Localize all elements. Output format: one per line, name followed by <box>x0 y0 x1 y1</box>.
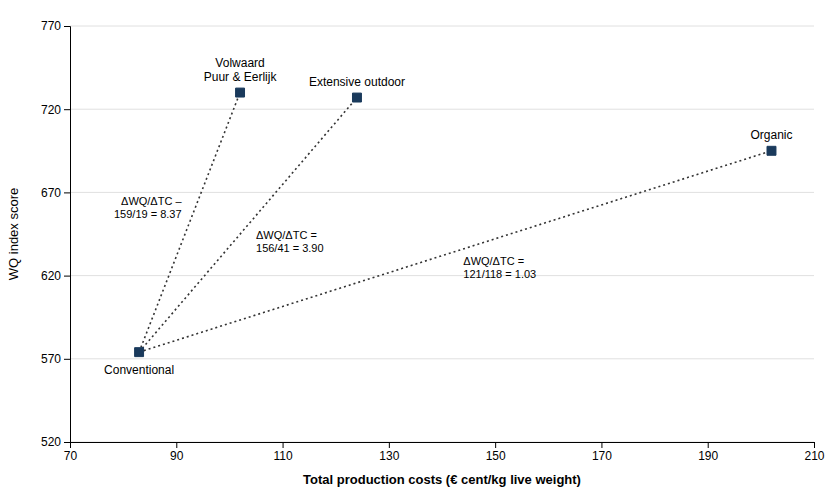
y-axis-tick-mark <box>64 26 70 27</box>
point <box>767 146 776 155</box>
grid-line <box>70 192 814 193</box>
grid-line <box>70 109 814 110</box>
y-axis-line <box>64 27 71 443</box>
y-axis-tick-label: 670 <box>41 186 61 200</box>
point-label: Conventional <box>104 363 174 377</box>
segment <box>139 98 357 353</box>
x-axis-tick: 170 <box>592 442 612 463</box>
y-axis-tick-label: 770 <box>41 19 61 33</box>
point <box>352 93 361 102</box>
y-axis-tick-mark <box>64 276 70 277</box>
point-label: Organic <box>750 128 792 142</box>
y-axis-tick: 720 <box>41 103 70 117</box>
y-axis-tick-mark <box>64 109 70 110</box>
x-axis-tick-label: 170 <box>592 449 612 463</box>
x-axis-tick: 150 <box>486 442 506 463</box>
y-axis-tick: 670 <box>41 186 70 200</box>
y-axis-tick-mark <box>64 192 70 193</box>
x-axis-tick-label: 110 <box>274 449 293 463</box>
x-axis-tick-mark <box>176 442 177 448</box>
point-label: VolwaardPuur & Eerlijk <box>204 56 278 84</box>
x-axis-line <box>71 443 815 449</box>
y-axis-tick: 620 <box>41 269 70 283</box>
x-axis-tick: 70 <box>64 442 78 463</box>
grid-line <box>70 26 814 27</box>
x-axis-title: Total production costs (€ cent/kg live w… <box>303 472 581 487</box>
y-axis-tick-mark <box>64 359 70 360</box>
marks <box>135 88 776 357</box>
y-axis-tick: 770 <box>41 19 70 33</box>
y-axis-tick-label: 720 <box>41 103 61 117</box>
x-axis-tick: 190 <box>698 442 718 463</box>
plot: 70 90 110 130 150 170 190 210 520 570 620 670 720 770… <box>41 19 825 462</box>
y-axis-title: WQ index score <box>6 188 21 280</box>
labels: Conventional VolwaardPuur & Eerlijk Extens… <box>104 56 792 378</box>
x-axis-tick-mark <box>814 442 815 448</box>
point-label: Extensive outdoor <box>309 75 405 89</box>
x-axis-tick: 130 <box>379 442 399 463</box>
x-axis-tick-mark <box>708 442 709 448</box>
x-axis-tick-label: 70 <box>64 449 78 463</box>
grid-line <box>70 275 814 276</box>
x-axis-tick-mark <box>283 442 284 448</box>
point <box>135 348 144 357</box>
x-axis-tick-label: 210 <box>804 449 824 463</box>
annotation: ΔWQ/ΔTC –159/19 = 8.37 <box>114 195 182 220</box>
x-axis-tick-mark <box>601 442 602 448</box>
x-axis-tick-label: 130 <box>379 449 399 463</box>
segment <box>139 151 771 352</box>
y-axis-tick-label: 520 <box>41 435 61 449</box>
y-axis-tick: 520 <box>41 435 70 449</box>
x-axis-tick: 90 <box>170 442 184 463</box>
x-axis-tick-label: 190 <box>698 449 718 463</box>
grid-line <box>70 358 814 359</box>
x-axis: 70 90 110 130 150 170 190 210 <box>64 442 825 463</box>
segment <box>139 93 240 353</box>
x-axis-tick-mark <box>495 442 496 448</box>
point <box>236 88 245 97</box>
annotation: ΔWQ/ΔTC =156/41 = 3.90 <box>256 229 324 254</box>
y-axis: 520 570 620 670 720 770 <box>41 19 71 449</box>
annotation: ΔWQ/ΔTC =121/118 = 1.03 <box>463 255 536 280</box>
y-axis-tick-label: 620 <box>41 269 61 283</box>
x-axis-tick: 210 <box>804 442 824 463</box>
x-axis-tick: 110 <box>274 442 293 463</box>
x-axis-tick-label: 150 <box>486 449 506 463</box>
y-axis-tick: 570 <box>41 352 70 366</box>
grid <box>70 26 814 442</box>
y-axis-tick-mark <box>64 442 70 443</box>
x-axis-tick-mark <box>389 442 390 448</box>
y-axis-tick-label: 570 <box>41 352 61 366</box>
x-axis-tick-label: 90 <box>170 449 184 463</box>
chart: 70 90 110 130 150 170 190 210 520 570 620 670 720 770… <box>0 0 840 496</box>
